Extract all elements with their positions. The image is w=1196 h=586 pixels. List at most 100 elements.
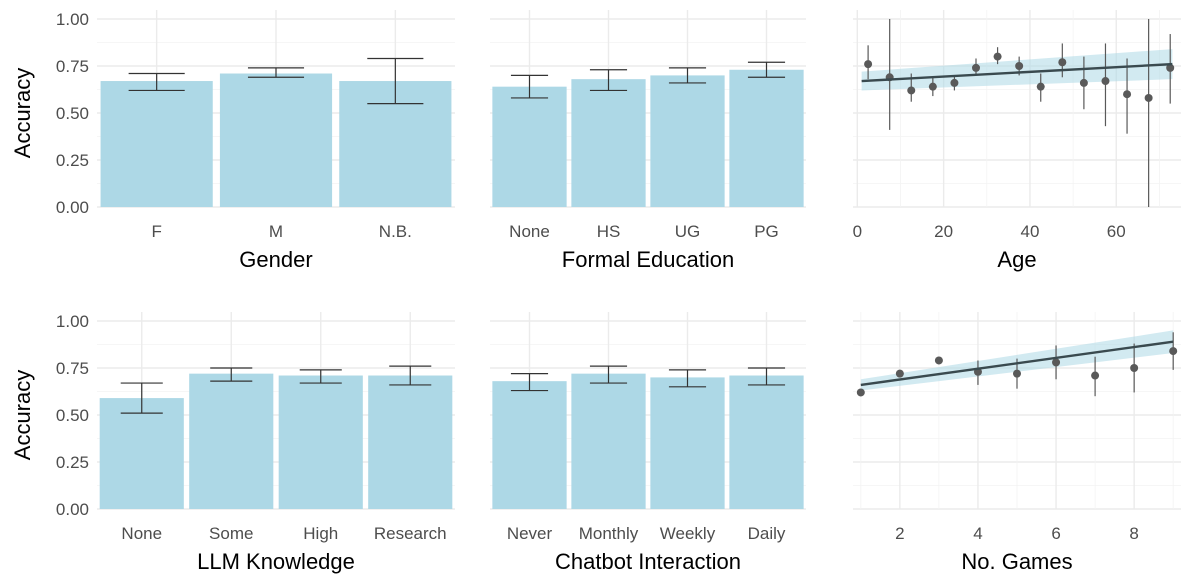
data-point bbox=[1169, 332, 1178, 370]
data-point bbox=[1058, 43, 1067, 78]
x-tick-label: Monthly bbox=[579, 524, 639, 543]
point-marker bbox=[950, 78, 959, 87]
point-marker bbox=[1052, 358, 1061, 367]
x-tick-label: 2 bbox=[895, 524, 904, 543]
y-tick-label: 0.75 bbox=[56, 57, 89, 76]
x-axis-label: Formal Education bbox=[562, 247, 734, 272]
point-marker bbox=[1015, 62, 1024, 70]
data-point bbox=[1166, 34, 1175, 104]
x-axis-label: Chatbot Interaction bbox=[555, 549, 741, 574]
point-marker bbox=[1123, 90, 1132, 99]
x-axis-label: No. Games bbox=[961, 549, 1072, 574]
bar-weekly bbox=[650, 377, 725, 509]
bar-none bbox=[492, 86, 567, 207]
bar-research bbox=[368, 375, 453, 509]
bar-m bbox=[219, 73, 333, 208]
x-tick-label: UG bbox=[675, 222, 701, 241]
y-tick-label: 0.50 bbox=[56, 104, 89, 123]
y-axis-label: Accuracy bbox=[10, 68, 35, 158]
x-tick-label: N.B. bbox=[379, 222, 412, 241]
point-marker bbox=[993, 52, 1002, 61]
bar-monthly bbox=[571, 373, 646, 509]
x-tick-label: 40 bbox=[1020, 222, 1039, 241]
regression-line bbox=[860, 340, 1174, 387]
panel-6: 2 4 6 8 No. Games bbox=[853, 312, 1181, 574]
panel-5: Never Monthly Weekly Daily Chatbot Interacti… bbox=[490, 312, 806, 574]
data-point bbox=[1091, 356, 1100, 397]
point-marker bbox=[972, 63, 980, 72]
error-bar bbox=[389, 365, 432, 386]
x-tick-label: M bbox=[269, 222, 283, 241]
bar-f bbox=[100, 81, 213, 207]
data-point bbox=[1123, 58, 1132, 134]
point-marker bbox=[1036, 82, 1045, 91]
point-marker bbox=[1166, 63, 1175, 72]
error-bar bbox=[668, 369, 707, 388]
data-point bbox=[1144, 19, 1153, 207]
panel-1: 0.00 0.25 0.50 0.75 1.00 Accuracy F M N.B. Gender bbox=[10, 10, 455, 272]
point-marker bbox=[1079, 78, 1088, 87]
x-tick-label: High bbox=[303, 524, 338, 543]
error-bar bbox=[747, 61, 786, 78]
error-bar bbox=[510, 373, 549, 392]
error-bar bbox=[299, 369, 342, 384]
point-marker bbox=[1091, 371, 1100, 380]
data-point bbox=[1101, 43, 1110, 127]
error-bar bbox=[120, 382, 163, 414]
data-point bbox=[934, 356, 943, 365]
error-bar bbox=[747, 367, 786, 386]
data-point bbox=[1052, 345, 1061, 380]
x-tick-label: 20 bbox=[934, 222, 953, 241]
error-bar bbox=[589, 69, 628, 92]
y-tick-label: 0.25 bbox=[56, 453, 89, 472]
x-tick-label: Daily bbox=[748, 524, 786, 543]
panel-3: 0 20 40 60 Age bbox=[853, 10, 1181, 272]
data-point bbox=[1036, 73, 1045, 102]
point-marker bbox=[864, 60, 873, 69]
bar-never bbox=[492, 381, 567, 509]
confidence-band bbox=[861, 49, 1173, 91]
error-bar bbox=[247, 67, 305, 78]
bar-hs bbox=[571, 79, 646, 207]
error-bar bbox=[128, 72, 185, 92]
y-tick-label: 1.00 bbox=[56, 312, 89, 331]
point-marker bbox=[1101, 77, 1110, 86]
point-marker bbox=[1144, 93, 1153, 102]
x-tick-label: Weekly bbox=[660, 524, 716, 543]
error-bar bbox=[668, 67, 707, 84]
data-point bbox=[928, 77, 937, 97]
x-axis-label: Age bbox=[997, 247, 1036, 272]
panel-2: None HS UG PG Formal Education bbox=[490, 10, 806, 272]
data-point bbox=[895, 369, 904, 378]
x-tick-label: HS bbox=[597, 222, 621, 241]
bar-ug bbox=[650, 75, 725, 208]
x-tick-label: Never bbox=[507, 524, 553, 543]
regression-line bbox=[861, 62, 1173, 83]
data-point bbox=[1130, 343, 1139, 393]
point-marker bbox=[1013, 369, 1021, 378]
point-marker bbox=[907, 86, 916, 95]
point-marker bbox=[1058, 58, 1067, 67]
y-tick-label: 1.00 bbox=[56, 10, 89, 29]
data-point bbox=[856, 388, 865, 397]
panel-4: 0.00 0.25 0.50 0.75 1.00 Accuracy None Some High… bbox=[10, 312, 455, 574]
data-point bbox=[993, 47, 1002, 65]
point-marker bbox=[934, 356, 943, 365]
x-tick-label: 6 bbox=[1051, 524, 1060, 543]
bar-some bbox=[189, 373, 274, 509]
error-bar bbox=[510, 74, 549, 99]
x-tick-label: Some bbox=[209, 524, 253, 543]
point-marker bbox=[895, 369, 904, 378]
y-tick-label: 0.00 bbox=[56, 198, 89, 217]
y-tick-label: 0.25 bbox=[56, 151, 89, 170]
point-marker bbox=[856, 388, 865, 397]
data-point bbox=[864, 45, 873, 80]
y-tick-label: 0.00 bbox=[56, 500, 89, 519]
x-axis-label: Gender bbox=[239, 247, 312, 272]
point-marker bbox=[1169, 347, 1178, 356]
x-tick-label: None bbox=[121, 524, 162, 543]
x-tick-label: 60 bbox=[1107, 222, 1126, 241]
x-tick-label: Research bbox=[374, 524, 447, 543]
y-axis-label: Accuracy bbox=[10, 370, 35, 460]
